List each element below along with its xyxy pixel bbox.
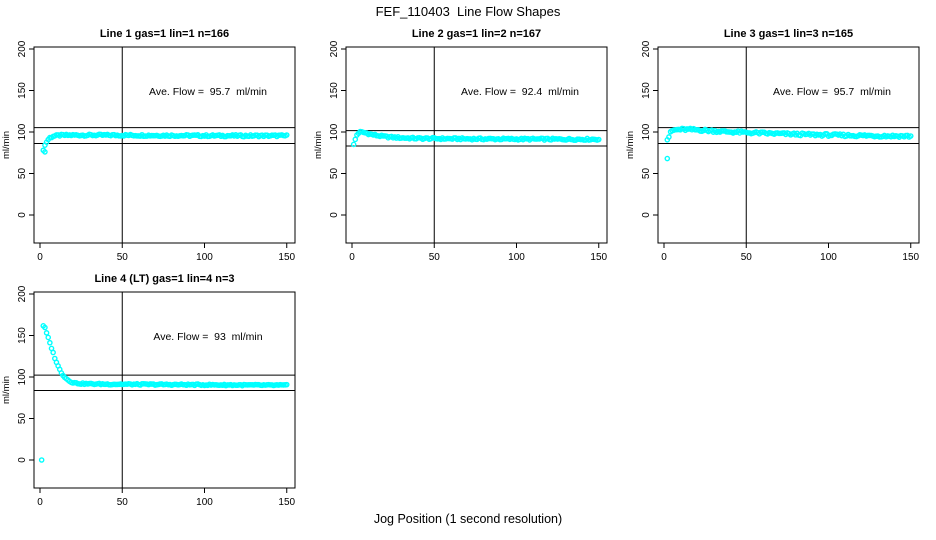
svg-text:100: 100	[196, 497, 213, 508]
svg-text:0: 0	[17, 212, 28, 218]
svg-text:150: 150	[17, 327, 28, 344]
plot-area-line-3: 0 50 100 150 0 50 100 150 200 ml/min	[625, 40, 920, 263]
svg-text:50: 50	[429, 252, 441, 263]
svg-text:ml/min: ml/min	[1, 376, 12, 404]
svg-text:100: 100	[17, 123, 28, 140]
svg-text:50: 50	[17, 168, 28, 180]
svg-text:0: 0	[349, 252, 355, 263]
panel-line-1: 0 50 100 150 0 50 100 150 200 ml/min Line 1 gas=1…	[0, 25, 312, 275]
svg-text:150: 150	[17, 82, 28, 99]
svg-text:50: 50	[117, 252, 129, 263]
svg-text:100: 100	[17, 368, 28, 385]
svg-text:150: 150	[902, 252, 919, 263]
plot-area-line-1: 0 50 100 150 0 50 100 150 200 ml/min	[1, 40, 296, 263]
svg-text:50: 50	[117, 497, 129, 508]
svg-text:0: 0	[641, 212, 652, 218]
svg-text:ml/min: ml/min	[625, 131, 636, 159]
svg-text:200: 200	[17, 40, 28, 57]
svg-text:200: 200	[329, 40, 340, 57]
figure-title: FEF_110403 Line Flow Shapes	[375, 4, 561, 19]
svg-text:200: 200	[641, 40, 652, 57]
svg-text:ml/min: ml/min	[313, 131, 324, 159]
svg-text:150: 150	[641, 82, 652, 99]
panel-title-line-4: Line 4 (LT) gas=1 lin=4 n=3	[94, 273, 235, 285]
panel-title-line-1: Line 1 gas=1 lin=1 n=166	[99, 28, 230, 40]
panel-title-line-3: Line 3 gas=1 lin=3 n=165	[723, 28, 854, 40]
svg-text:200: 200	[17, 285, 28, 302]
ave-flow-annotation-line-2: Ave. Flow = 92.4 ml/min	[461, 86, 579, 98]
svg-text:50: 50	[741, 252, 753, 263]
svg-text:100: 100	[196, 252, 213, 263]
svg-text:50: 50	[17, 413, 28, 425]
ave-flow-annotation-line-3: Ave. Flow = 95.7 ml/min	[773, 86, 891, 98]
svg-text:ml/min: ml/min	[1, 131, 12, 159]
svg-text:150: 150	[278, 252, 295, 263]
x-axis-label: Jog Position (1 second resolution)	[373, 512, 563, 526]
svg-text:100: 100	[329, 123, 340, 140]
svg-text:50: 50	[641, 168, 652, 180]
ave-flow-annotation-line-1: Ave. Flow = 95.7 ml/min	[149, 86, 267, 98]
plot-area-line-2: 0 50 100 150 0 50 100 150 200 ml/min	[313, 40, 608, 263]
svg-text:0: 0	[37, 252, 43, 263]
svg-text:50: 50	[329, 168, 340, 180]
svg-text:0: 0	[661, 252, 667, 263]
svg-text:100: 100	[641, 123, 652, 140]
svg-text:150: 150	[329, 82, 340, 99]
panel-line-4: 0 50 100 150 0 50 100 150 200 ml/min Line 4 (LT) …	[0, 270, 312, 520]
svg-text:100: 100	[508, 252, 525, 263]
svg-text:0: 0	[37, 497, 43, 508]
svg-text:150: 150	[278, 497, 295, 508]
svg-text:0: 0	[17, 457, 28, 463]
svg-text:100: 100	[820, 252, 837, 263]
ave-flow-annotation-line-4: Ave. Flow = 93 ml/min	[153, 331, 263, 343]
svg-text:0: 0	[329, 212, 340, 218]
plot-area-line-4: 0 50 100 150 0 50 100 150 200 ml/min	[1, 285, 296, 508]
svg-text:150: 150	[590, 252, 607, 263]
panel-title-line-2: Line 2 gas=1 lin=2 n=167	[411, 28, 542, 40]
panel-line-2: 0 50 100 150 0 50 100 150 200 ml/min Line 2 gas=1…	[312, 25, 624, 275]
panel-line-3: 0 50 100 150 0 50 100 150 200 ml/min Line 3 gas=1…	[624, 25, 936, 275]
